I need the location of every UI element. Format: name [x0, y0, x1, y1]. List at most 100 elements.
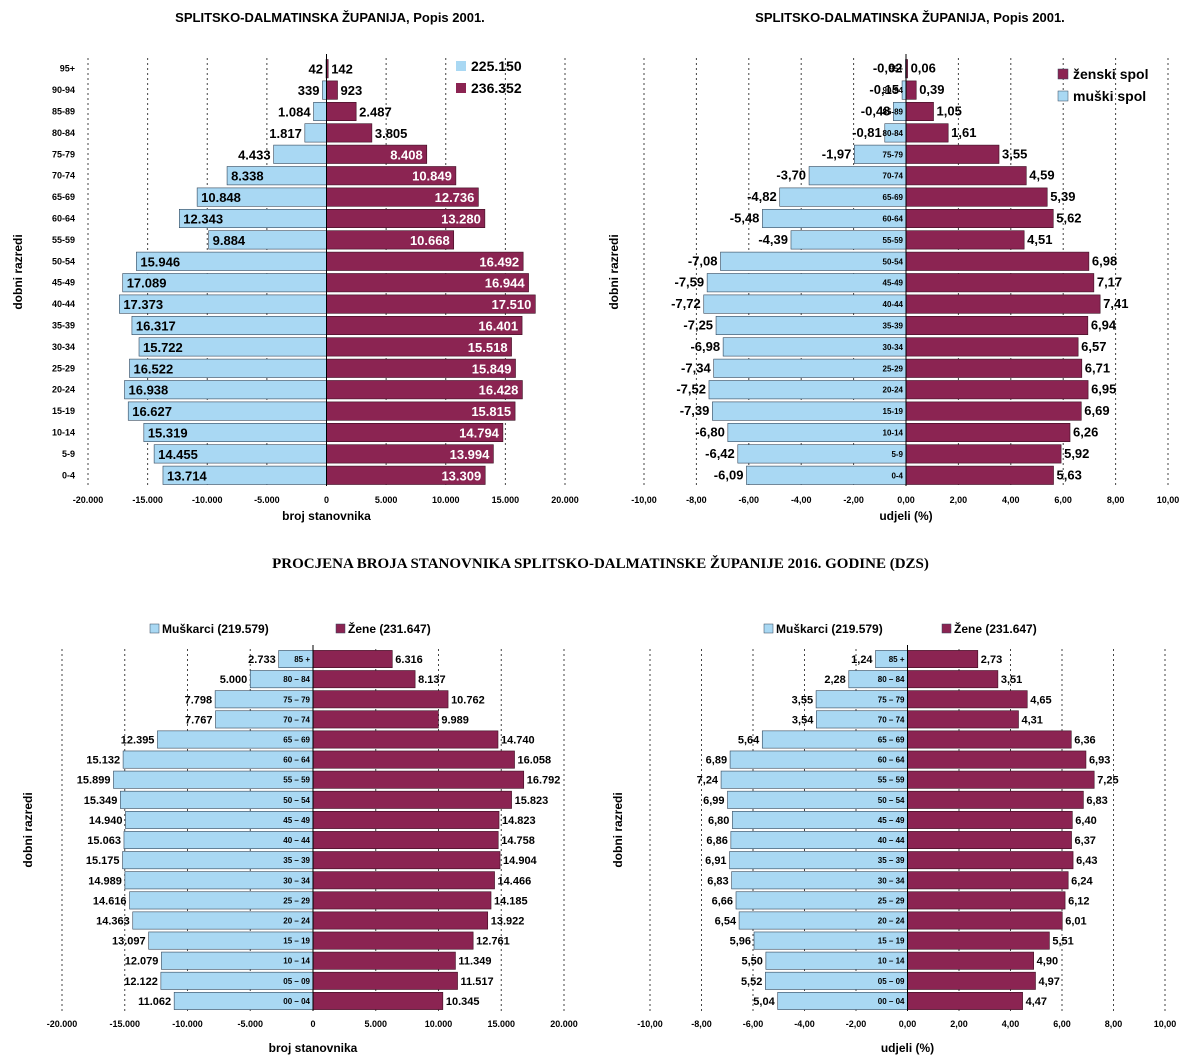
male-value-label: 17.089	[127, 276, 167, 291]
female-value-label: 16.944	[485, 276, 526, 291]
female-value-label: 13.280	[441, 212, 481, 227]
legend-label: 225.150	[471, 58, 522, 74]
female-value-label: 923	[341, 83, 363, 98]
male-value-label: -7,59	[675, 275, 705, 290]
female-value-label: 8.408	[390, 147, 423, 162]
category-label: 40-44	[52, 299, 75, 309]
x-tick-label: 10,00	[1154, 1019, 1177, 1029]
category-label: 90-94	[883, 86, 904, 95]
male-value-label: 5,96	[730, 936, 751, 948]
male-value-label: 7.798	[185, 694, 213, 706]
category-label: 30 – 34	[283, 876, 310, 885]
category-label: 35-39	[52, 321, 75, 331]
male-value-label: -0,15	[869, 82, 899, 97]
male-value-label: 4.433	[238, 147, 271, 162]
female-value-label: 14.904	[503, 855, 538, 867]
male-value-label: 6,86	[706, 835, 727, 847]
male-value-label: 10.848	[201, 190, 241, 205]
male-value-label: -6,98	[690, 339, 720, 354]
female-value-label: 5,62	[1056, 211, 1081, 226]
female-value-label: 14.740	[501, 735, 535, 747]
female-value-label: 6,12	[1068, 895, 1089, 907]
male-value-label: 13.097	[112, 936, 146, 948]
male-value-label: 16.317	[136, 319, 176, 334]
female-bar	[907, 730, 1072, 749]
category-label: 70-74	[883, 172, 904, 181]
category-label: 15-19	[883, 407, 904, 416]
legend-swatch	[149, 623, 160, 634]
category-label: 60 – 64	[283, 756, 310, 765]
category-label: 80 – 84	[878, 675, 905, 684]
x-tick-label: -6,00	[739, 495, 760, 505]
female-value-label: 15.823	[515, 795, 549, 807]
female-value-label: 6,26	[1073, 425, 1098, 440]
female-value-label: 6,40	[1075, 815, 1096, 827]
female-bar	[907, 871, 1069, 890]
female-value-label: 10.762	[451, 694, 485, 706]
male-value-label: 17.373	[123, 297, 163, 312]
female-value-label: 6,71	[1085, 360, 1110, 375]
x-tick-label: 8,00	[1107, 495, 1125, 505]
male-value-label: -7,39	[680, 403, 710, 418]
x-tick-label: 4,00	[1002, 495, 1020, 505]
legend-label: ženski spol	[1073, 66, 1148, 82]
male-value-label: 6,89	[706, 755, 727, 767]
female-bar	[907, 750, 1087, 769]
male-value-label: -7,25	[683, 318, 713, 333]
x-tick-label: 15.000	[487, 1019, 515, 1029]
female-value-label: 16.401	[478, 319, 518, 334]
x-tick-label: 4,00	[1002, 1019, 1020, 1029]
x-tick-label: 2,00	[950, 1019, 968, 1029]
female-value-label: 4,31	[1021, 714, 1042, 726]
male-value-label: -0,02	[873, 61, 903, 76]
x-tick-label: -2,00	[846, 1019, 867, 1029]
y-axis-label: dobni razredi	[607, 234, 621, 309]
male-value-label: 8.338	[231, 169, 264, 184]
legend-label: Žene (231.647)	[348, 621, 431, 636]
x-axis-label: broj stanovnika	[282, 509, 371, 523]
female-value-label: 11.517	[461, 976, 494, 988]
female-bar	[907, 931, 1050, 950]
category-label: 20 – 24	[878, 917, 905, 926]
category-label: 65-69	[52, 192, 75, 202]
section-title: PROCJENA BROJA STANOVNIKA SPLITSKO-DALMA…	[272, 556, 929, 572]
female-value-label: 15.849	[472, 361, 512, 376]
category-label: 65 – 69	[878, 736, 905, 745]
category-label: 20-24	[883, 386, 904, 395]
male-value-label: 15.175	[86, 855, 120, 867]
x-axis-label: udjeli (%)	[881, 1041, 934, 1055]
female-value-label: 10.668	[410, 233, 450, 248]
female-value-label: 6,43	[1076, 855, 1097, 867]
female-value-label: 9.989	[441, 714, 469, 726]
x-tick-label: -5.000	[237, 1019, 263, 1029]
legend-swatch	[456, 61, 466, 71]
category-label: 05 – 09	[283, 977, 310, 986]
male-value-label: -6,80	[695, 425, 725, 440]
female-value-label: 13.994	[450, 447, 491, 462]
female-bar	[907, 911, 1063, 930]
category-label: 50 – 54	[283, 796, 310, 805]
category-label: 30 – 34	[878, 876, 905, 885]
category-label: 75 – 79	[878, 695, 905, 704]
female-value-label: 7,25	[1097, 775, 1118, 787]
x-tick-label: 0,00	[897, 495, 915, 505]
female-value-label: 8.137	[418, 674, 446, 686]
x-tick-label: -10.000	[192, 495, 223, 505]
male-value-label: 12.395	[121, 735, 155, 747]
category-label: 70 – 74	[283, 715, 310, 724]
female-value-label: 6,69	[1084, 403, 1109, 418]
female-bar	[907, 891, 1066, 910]
male-value-label: -1,97	[822, 146, 852, 161]
category-label: 05 – 09	[878, 977, 905, 986]
male-value-label: 14.940	[89, 815, 123, 827]
male-value-label: 15.722	[143, 340, 183, 355]
legend-label: Muškarci (219.579)	[162, 622, 269, 636]
category-label: 75 – 79	[283, 695, 310, 704]
female-value-label: 16.428	[479, 383, 519, 398]
male-value-label: -7,34	[681, 360, 711, 375]
category-label: 35 – 39	[878, 856, 905, 865]
category-label: 40 – 44	[283, 836, 310, 845]
female-value-label: 7,17	[1097, 275, 1122, 290]
male-value-label: 1,24	[851, 654, 873, 666]
